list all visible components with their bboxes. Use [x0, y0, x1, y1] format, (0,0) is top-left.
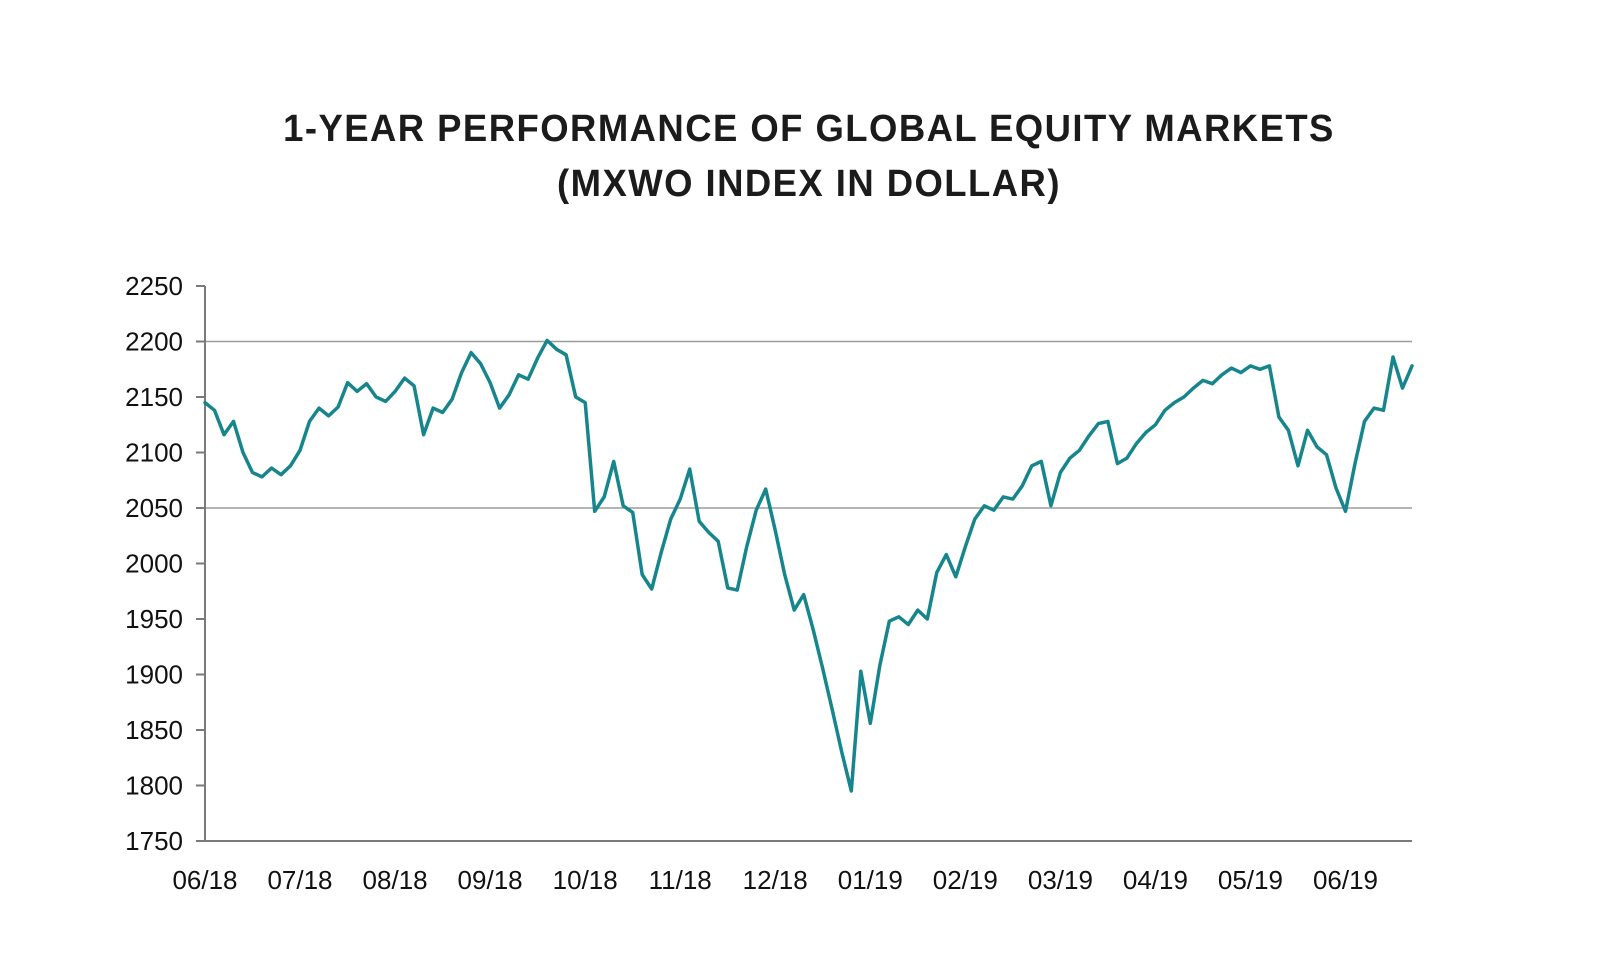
series-line	[203, 338, 1414, 793]
y-tick-label: 1750	[125, 826, 183, 856]
chart-title-line1: 1-YEAR PERFORMANCE OF GLOBAL EQUITY MARK…	[283, 108, 1335, 150]
y-tick-label: 1800	[125, 771, 183, 801]
x-tick-label: 05/19	[1218, 865, 1283, 895]
y-tick-label: 1900	[125, 660, 183, 690]
x-tick-label: 09/18	[458, 865, 523, 895]
x-tick-label: 06/19	[1313, 865, 1378, 895]
x-tick-label: 11/18	[649, 865, 712, 895]
chart-title-line2: (MXWO INDEX IN DOLLAR)	[557, 163, 1061, 206]
x-tick-label: 04/19	[1123, 865, 1188, 895]
y-tick-label: 2150	[125, 382, 183, 412]
x-tick-label: 01/19	[838, 865, 903, 895]
x-tick-label: 02/19	[933, 865, 998, 895]
y-tick-label: 2000	[125, 549, 183, 579]
chart-title: 1-YEAR PERFORMANCE OF GLOBAL EQUITY MARK…	[0, 102, 1618, 212]
x-tick-label: 07/18	[267, 865, 332, 895]
y-tick-label: 2200	[125, 327, 183, 357]
y-tick-label: 2100	[125, 438, 183, 468]
x-tick-label: 12/18	[743, 865, 808, 895]
x-tick-label: 06/18	[172, 865, 237, 895]
y-tick-label: 2050	[125, 493, 183, 523]
y-tick-label: 1950	[125, 604, 183, 634]
y-tick-label: 1850	[125, 715, 183, 745]
x-tick-label: 03/19	[1028, 865, 1093, 895]
x-tick-label: 08/18	[363, 865, 428, 895]
x-tick-label: 10/18	[553, 865, 618, 895]
y-tick-label: 2250	[125, 271, 183, 301]
